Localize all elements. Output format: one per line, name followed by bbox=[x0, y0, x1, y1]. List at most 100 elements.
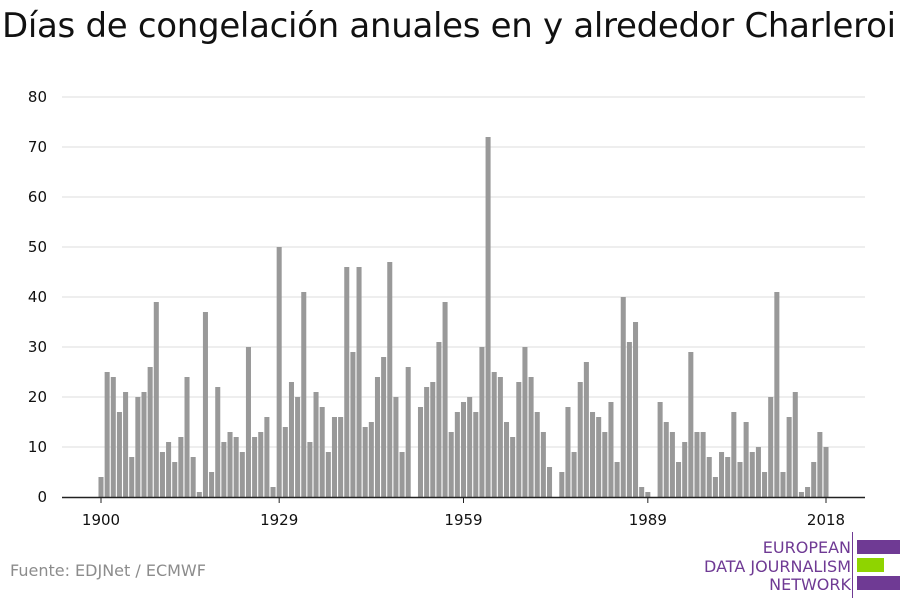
bar bbox=[620, 297, 626, 497]
bar bbox=[712, 477, 718, 497]
bar bbox=[368, 422, 374, 497]
bar bbox=[264, 417, 270, 497]
bar bbox=[755, 447, 761, 497]
bar bbox=[430, 382, 436, 497]
logo-line-2: DATA JOURNALISM bbox=[704, 557, 851, 576]
bar bbox=[129, 457, 135, 497]
bar bbox=[719, 452, 725, 497]
bar bbox=[424, 387, 430, 497]
bar bbox=[768, 397, 774, 497]
bar bbox=[633, 322, 639, 497]
gridlines: 0 10 20 30 40 50 60 70 80 bbox=[28, 88, 865, 506]
bar bbox=[669, 432, 675, 497]
bar bbox=[731, 412, 737, 497]
logo-bar-purple-top bbox=[857, 540, 900, 554]
bar bbox=[682, 442, 688, 497]
bar bbox=[528, 377, 534, 497]
bar bbox=[288, 382, 294, 497]
y-tick-label: 10 bbox=[28, 438, 47, 456]
bar bbox=[522, 347, 528, 497]
bar bbox=[399, 452, 405, 497]
bar bbox=[196, 492, 202, 497]
bar bbox=[116, 412, 122, 497]
bar bbox=[233, 437, 239, 497]
bar bbox=[350, 352, 356, 497]
y-tick-label: 40 bbox=[28, 288, 47, 306]
bar bbox=[737, 462, 743, 497]
bar bbox=[123, 392, 129, 497]
logo-line-1: EUROPEAN bbox=[762, 538, 851, 557]
y-tick-label: 70 bbox=[28, 138, 47, 156]
y-tick-label: 60 bbox=[28, 188, 47, 206]
bar bbox=[313, 392, 319, 497]
bar bbox=[221, 442, 227, 497]
x-tick-label: 1989 bbox=[629, 511, 667, 529]
bar bbox=[516, 382, 522, 497]
bar bbox=[749, 452, 755, 497]
bar bbox=[497, 377, 503, 497]
bar bbox=[547, 467, 553, 497]
bar bbox=[307, 442, 313, 497]
bar bbox=[663, 422, 669, 497]
bar bbox=[583, 362, 589, 497]
bar bbox=[159, 452, 165, 497]
bar bbox=[325, 452, 331, 497]
bar bbox=[258, 432, 264, 497]
bar bbox=[184, 377, 190, 497]
bar bbox=[172, 462, 178, 497]
bar bbox=[725, 457, 731, 497]
bar bbox=[436, 342, 442, 497]
bar bbox=[798, 492, 804, 497]
bar bbox=[209, 472, 215, 497]
bar bbox=[227, 432, 233, 497]
bar bbox=[565, 407, 571, 497]
x-tick-label: 2018 bbox=[807, 511, 845, 529]
bar bbox=[780, 472, 786, 497]
bar bbox=[817, 432, 823, 497]
x-tick-label: 1929 bbox=[260, 511, 298, 529]
y-tick-label: 0 bbox=[37, 488, 47, 506]
bar bbox=[110, 377, 116, 497]
bar bbox=[442, 302, 448, 497]
bar bbox=[602, 432, 608, 497]
logo-divider bbox=[852, 532, 853, 598]
bar bbox=[534, 412, 540, 497]
bar bbox=[485, 137, 491, 497]
bar bbox=[301, 292, 307, 497]
logo-bar-purple-bottom bbox=[857, 576, 900, 590]
bar bbox=[694, 432, 700, 497]
bar bbox=[319, 407, 325, 497]
bar bbox=[166, 442, 172, 497]
bar bbox=[295, 397, 301, 497]
bar bbox=[393, 397, 399, 497]
bar bbox=[743, 422, 749, 497]
bar bbox=[381, 357, 387, 497]
bar bbox=[141, 392, 147, 497]
bar bbox=[467, 397, 473, 497]
bar bbox=[700, 432, 706, 497]
bar bbox=[460, 402, 467, 497]
bar bbox=[540, 432, 546, 497]
bar bbox=[147, 367, 153, 497]
bar bbox=[473, 412, 479, 497]
bar bbox=[608, 402, 614, 497]
y-tick-label: 50 bbox=[28, 238, 47, 256]
bar bbox=[571, 452, 577, 497]
bar bbox=[135, 397, 141, 497]
bars bbox=[98, 137, 829, 497]
bar bbox=[676, 462, 682, 497]
bar bbox=[270, 487, 276, 497]
bar bbox=[252, 437, 258, 497]
x-axis: 1900 1929 1959 1989 2018 bbox=[62, 496, 865, 529]
bar bbox=[626, 342, 632, 497]
source-note: Fuente: EDJNet / ECMWF bbox=[10, 561, 206, 580]
bar bbox=[774, 292, 780, 497]
bar bbox=[491, 372, 497, 497]
bar bbox=[657, 402, 663, 497]
bar bbox=[417, 407, 424, 497]
bar bbox=[559, 472, 565, 497]
edjnet-logo: EUROPEAN DATA JOURNALISM NETWORK bbox=[700, 530, 900, 600]
bar bbox=[614, 462, 620, 497]
bar bbox=[215, 387, 221, 497]
bar bbox=[786, 417, 792, 497]
